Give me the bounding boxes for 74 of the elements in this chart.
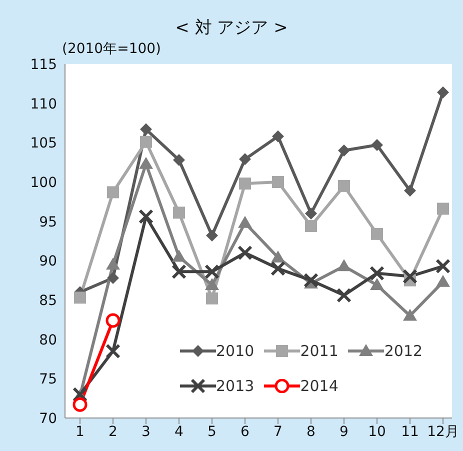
chart-title: < 対 アジア > — [174, 17, 289, 39]
point — [436, 258, 450, 274]
point — [270, 261, 286, 276]
point — [106, 344, 120, 359]
y-tick-label: 100 — [30, 174, 57, 191]
x-tick-label: 7 — [274, 424, 282, 440]
text: (2010年=100) — [62, 40, 162, 58]
point — [107, 272, 119, 284]
point — [271, 250, 285, 263]
x-tick-label: 4 — [174, 424, 184, 440]
x-tick-label: 12月 — [427, 424, 459, 440]
point — [371, 228, 383, 240]
x-tick-label: 5 — [208, 424, 216, 440]
legend-label: 2012 — [384, 342, 423, 360]
x-tick-label: 3 — [142, 424, 150, 440]
point — [74, 292, 86, 304]
point — [371, 139, 383, 152]
point — [305, 220, 317, 232]
point — [205, 278, 219, 290]
point — [305, 207, 317, 220]
point — [140, 123, 152, 136]
point — [172, 264, 186, 280]
point — [338, 144, 350, 157]
point — [140, 136, 152, 148]
point — [338, 180, 350, 192]
y-tick-label: 80 — [39, 332, 57, 348]
point — [404, 184, 416, 197]
legend-label: 2011 — [300, 342, 338, 360]
point — [173, 206, 185, 219]
point — [72, 397, 88, 412]
point — [437, 86, 449, 98]
point — [139, 156, 153, 169]
point — [370, 278, 384, 290]
point — [437, 202, 449, 215]
y-tick-label: 115 — [30, 56, 57, 73]
y-tick-label: 90 — [39, 254, 57, 270]
legend-label: 2010 — [216, 342, 254, 360]
x-tick-label: 1 — [76, 424, 84, 440]
x-tick-label: 6 — [240, 424, 250, 440]
point — [238, 245, 252, 260]
point — [206, 292, 218, 304]
y-tick-label: 105 — [30, 136, 57, 152]
y-tick-label: 85 — [39, 292, 57, 309]
legend-label: 2013 — [216, 377, 254, 395]
point — [238, 216, 252, 228]
point — [204, 264, 220, 280]
point — [337, 259, 351, 272]
y-tick-label: 95 — [39, 214, 57, 230]
point — [403, 308, 417, 321]
legend-label: 2014 — [300, 377, 338, 395]
y-tick-label: 75 — [39, 372, 57, 388]
x-tick-label: 10 — [368, 424, 386, 440]
point — [173, 154, 185, 166]
point — [206, 229, 218, 242]
point — [138, 209, 154, 224]
point — [336, 288, 352, 303]
point — [239, 178, 251, 190]
point — [239, 153, 251, 166]
point — [304, 272, 318, 288]
x-tick-label: 9 — [340, 424, 348, 440]
x-tick-label: 8 — [306, 424, 316, 440]
y-tick-label: 70 — [39, 410, 57, 427]
y-tick-label: 110 — [30, 96, 57, 112]
point — [106, 258, 120, 270]
point — [107, 186, 119, 198]
point — [272, 130, 284, 142]
point — [106, 313, 120, 328]
point — [402, 268, 418, 284]
point — [370, 266, 384, 281]
point — [436, 274, 450, 287]
point — [272, 176, 284, 188]
x-tick-label: 11 — [401, 424, 419, 440]
point — [172, 250, 186, 262]
x-tick-label: 2 — [108, 424, 118, 440]
